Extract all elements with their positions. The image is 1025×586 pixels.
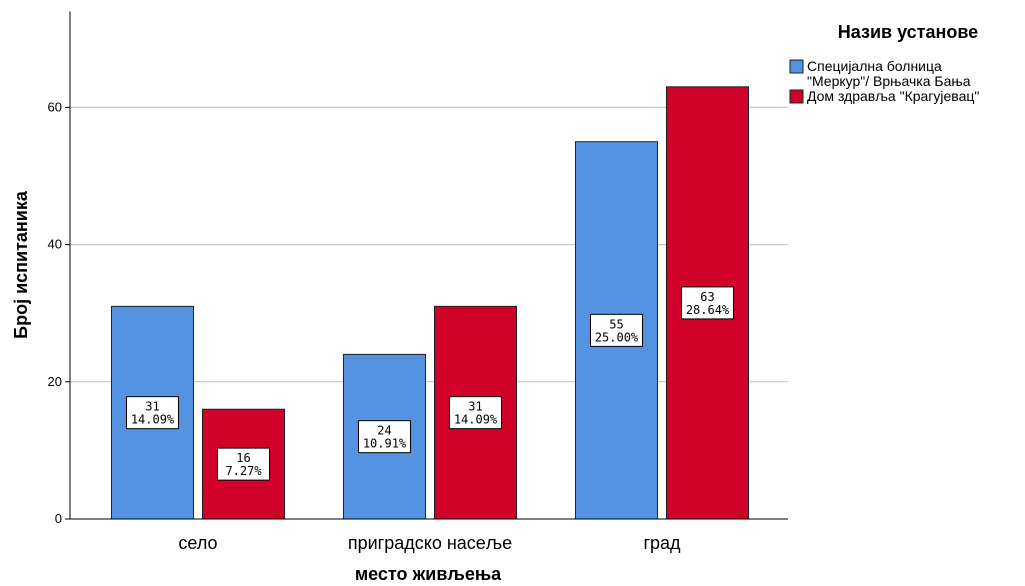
data-label-box [590, 313, 643, 347]
data-label-box [681, 286, 734, 320]
legend: Назив установе Специјална болница"Меркур… [789, 22, 979, 104]
data-label-percent: 10.91% [363, 437, 407, 451]
legend-swatch [789, 89, 804, 104]
data-label-percent: 7.27% [225, 464, 262, 478]
y-tick-label: 40 [48, 237, 62, 252]
data-label-count: 24 [377, 424, 391, 438]
legend-label: Дом здравља "Крагујевац" [807, 88, 979, 104]
data-label-count: 31 [145, 400, 159, 414]
y-tick-label: 20 [48, 374, 62, 389]
data-label-percent: 25.00% [595, 330, 639, 344]
data-label-box [126, 396, 179, 430]
data-label-box [358, 420, 411, 454]
legend-label: "Меркур"/ Врњачка Бања [807, 73, 971, 89]
x-axis-title: место живљења [355, 564, 502, 584]
data-label-count: 63 [700, 290, 714, 304]
x-category-label: приградско насеље [348, 533, 512, 553]
data-label-box [217, 447, 270, 481]
y-axis-title: Број испитаника [11, 190, 31, 339]
legend-title: Назив установе [838, 22, 978, 42]
data-labels: 3114.09%167.27%2410.91%3114.09%5525.00%6… [126, 286, 734, 481]
y-tick-label: 60 [48, 99, 62, 114]
data-label-percent: 14.09% [131, 413, 175, 427]
data-label-count: 31 [468, 400, 482, 414]
x-category-label: село [178, 533, 217, 553]
y-tick-label: 0 [55, 511, 62, 526]
legend-label: Специјална болница [807, 58, 942, 74]
y-ticks: 0 20 40 60 [48, 99, 70, 526]
legend-swatch [789, 59, 804, 74]
data-label-count: 16 [236, 451, 250, 465]
data-label-percent: 14.09% [454, 413, 498, 427]
bars [111, 86, 749, 520]
data-label-box [449, 396, 502, 430]
axes [69, 11, 788, 520]
data-label-count: 55 [609, 317, 623, 331]
data-label-percent: 28.64% [686, 303, 730, 317]
x-category-label: град [643, 533, 681, 553]
x-category-labels: село приградско насеље град [178, 533, 681, 553]
